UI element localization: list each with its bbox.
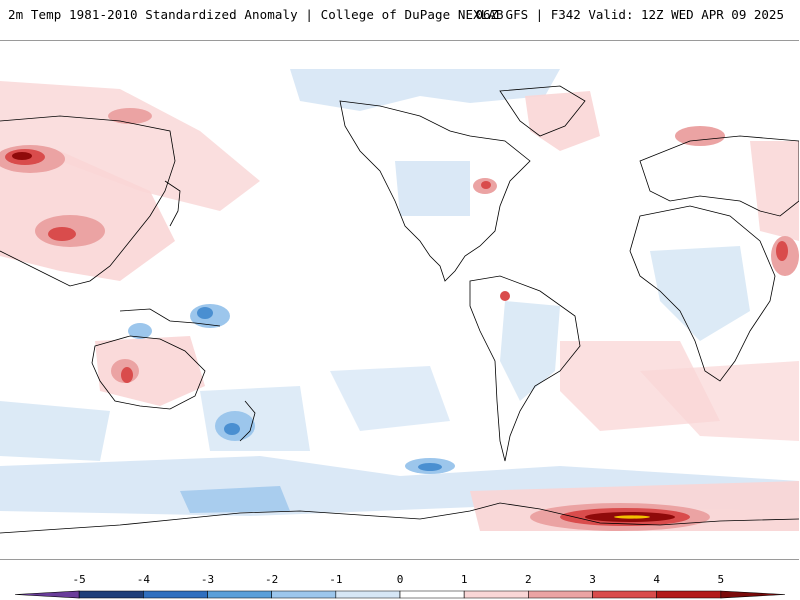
colorbar-segment bbox=[207, 590, 272, 599]
japan-coast bbox=[164, 180, 181, 227]
tasman-cold-strong bbox=[224, 423, 240, 435]
amazon-warm bbox=[500, 291, 510, 301]
colorbar-segment bbox=[78, 590, 144, 599]
east-pacific-cold bbox=[330, 366, 450, 431]
africa-coast bbox=[629, 205, 776, 382]
australia-warm-strong bbox=[121, 367, 133, 383]
colorbar-segment bbox=[271, 590, 337, 599]
arctic-cold-band bbox=[290, 69, 560, 111]
colorbar-tick-label: 3 bbox=[589, 573, 596, 586]
anomaly-shading bbox=[0, 69, 799, 531]
anomaly-map bbox=[0, 40, 799, 560]
colorbar: -5 -4 -3 -2 -1 0 1 2 3 4 5 bbox=[0, 568, 800, 600]
colorbar-tick-label: -2 bbox=[265, 573, 278, 586]
colorbar-segment bbox=[720, 590, 786, 599]
colorbar-tick-label: 5 bbox=[718, 573, 725, 586]
map-title: 2m Temp 1981-2010 Standardized Anomaly |… bbox=[8, 7, 504, 22]
colorbar-segment bbox=[656, 590, 722, 599]
greenland-warm bbox=[525, 91, 600, 151]
north-pacific-warm bbox=[0, 81, 260, 211]
antarctic-warm-max bbox=[614, 515, 650, 519]
indonesia-coast bbox=[119, 308, 221, 327]
colorbar-tick-label: 0 bbox=[397, 573, 404, 586]
model-run-info: 06Z GFS | F342 Valid: 12Z WED APR 09 202… bbox=[475, 7, 784, 22]
arctic-warm bbox=[675, 126, 725, 146]
colorbar-segment bbox=[592, 590, 657, 599]
colorbar-segment bbox=[399, 590, 465, 599]
south-america-cold bbox=[500, 301, 560, 401]
colorbar-segment bbox=[14, 590, 80, 599]
new-zealand-coast bbox=[239, 400, 256, 442]
siberia-warm-core bbox=[12, 152, 32, 160]
indian-ocean-warm bbox=[640, 361, 799, 441]
asia-coast bbox=[0, 115, 176, 287]
maritime-cold bbox=[128, 323, 152, 339]
north-america-cold bbox=[395, 161, 470, 216]
colorbar-tick-label: 2 bbox=[525, 573, 532, 586]
ross-sea-cold bbox=[180, 486, 290, 513]
colorbar-svg: -5 -4 -3 -2 -1 0 1 2 3 4 5 bbox=[14, 573, 786, 599]
colorbar-segment bbox=[528, 590, 593, 599]
north-america-coast bbox=[339, 100, 531, 282]
colorbar-tick-label: -3 bbox=[201, 573, 214, 586]
colorbar-tick-label: -1 bbox=[329, 573, 342, 586]
antarctica-coast bbox=[0, 502, 799, 534]
greenland-coast bbox=[499, 85, 586, 137]
south-indian-cold bbox=[0, 401, 110, 461]
tibet-warm-strong bbox=[48, 227, 76, 241]
indonesia-cold-strong bbox=[197, 307, 213, 319]
colorbar-tick-label: -4 bbox=[137, 573, 151, 586]
colorbar-tick-label: 1 bbox=[461, 573, 468, 586]
eurasia-coast bbox=[639, 135, 799, 217]
colorbar-tick-label: 4 bbox=[653, 573, 660, 586]
colorbar-tick-label: -5 bbox=[73, 573, 86, 586]
africa-cold bbox=[650, 246, 750, 341]
colorbar-segment bbox=[335, 590, 401, 599]
colorbar-segment bbox=[143, 590, 208, 599]
australia-warm bbox=[95, 336, 205, 406]
alaska-warm bbox=[108, 108, 152, 124]
europe-warm bbox=[750, 141, 799, 241]
great-lakes-warm-core bbox=[481, 181, 491, 189]
world-map-svg bbox=[0, 69, 799, 534]
coastlines bbox=[0, 85, 799, 534]
south-america-coast bbox=[469, 275, 581, 462]
australia-coast bbox=[91, 335, 206, 410]
map-header: 2m Temp 1981-2010 Standardized Anomaly |… bbox=[0, 0, 800, 32]
southern-ocean-cold-strong bbox=[418, 463, 442, 471]
southwest-pacific-cold bbox=[200, 386, 310, 451]
europe-warm-strong bbox=[776, 241, 788, 261]
colorbar-segment bbox=[463, 590, 529, 599]
asia-warm-field bbox=[0, 151, 175, 281]
